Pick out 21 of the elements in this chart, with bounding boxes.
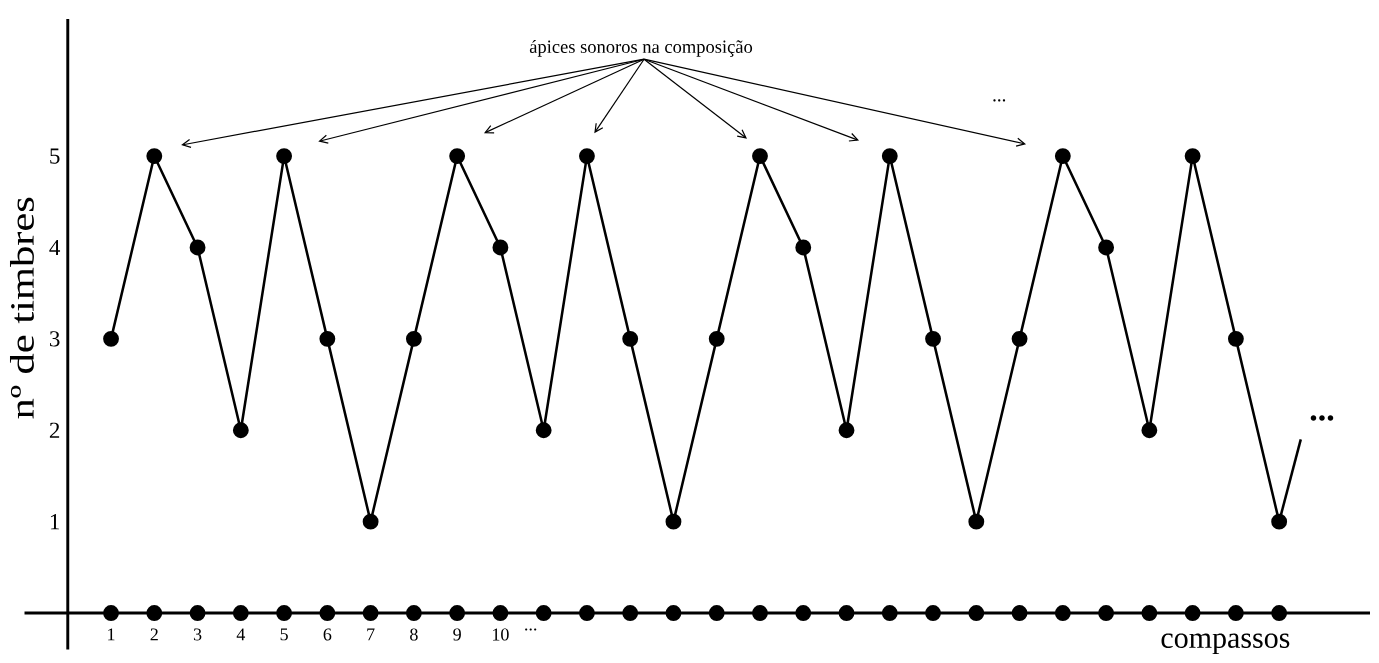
x-tick-label: 10 <box>493 628 509 641</box>
x-tick-label: 3 <box>193 628 202 641</box>
x-tick-label: 1 <box>108 628 115 641</box>
x-tick-label: 5 <box>280 628 288 641</box>
y-tick-label: 2 <box>49 422 60 438</box>
y-tick-label: 1 <box>50 514 60 530</box>
x-tick-label: ... <box>525 628 537 631</box>
x-tick-label: 4 <box>236 628 246 641</box>
x-tick-label: 8 <box>410 628 418 641</box>
x-tick-label: 2 <box>150 628 158 641</box>
x-tick-label: 7 <box>367 628 375 641</box>
y-tick-label: 5 <box>50 148 60 164</box>
y-axis-title: nº de timbres <box>9 197 34 419</box>
x-tick-label: 9 <box>453 628 461 641</box>
annotation: ... <box>993 99 1006 102</box>
y-tick-label: 4 <box>49 239 61 256</box>
y-tick-label: 3 <box>50 331 60 347</box>
x-axis-title: compassos <box>1161 633 1290 655</box>
annotation: ... <box>1310 415 1334 421</box>
annotation: ápices sonoros na composição <box>529 39 753 57</box>
x-tick-label: 6 <box>323 628 332 641</box>
